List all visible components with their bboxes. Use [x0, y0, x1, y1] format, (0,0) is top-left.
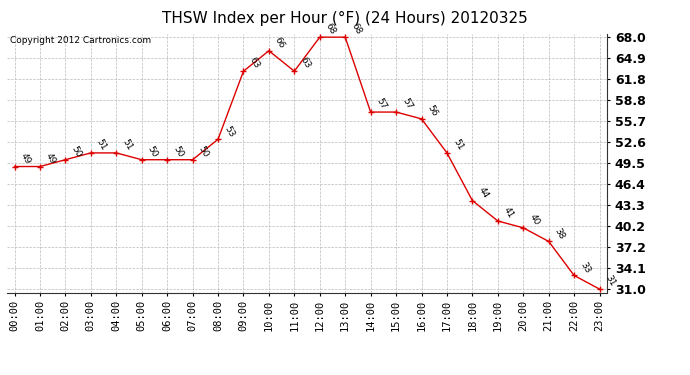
Text: 49: 49: [44, 152, 58, 166]
Text: 68: 68: [349, 22, 363, 36]
Text: 63: 63: [248, 56, 262, 70]
Text: 31: 31: [604, 274, 618, 288]
Text: 57: 57: [375, 97, 388, 111]
Text: 38: 38: [553, 226, 566, 241]
Text: 33: 33: [578, 260, 592, 275]
Text: 51: 51: [121, 138, 134, 152]
Text: 50: 50: [146, 144, 159, 159]
Text: 57: 57: [400, 97, 414, 111]
Text: 68: 68: [324, 22, 337, 36]
Text: 51: 51: [95, 138, 108, 152]
Text: 40: 40: [527, 213, 541, 227]
Text: Copyright 2012 Cartronics.com: Copyright 2012 Cartronics.com: [10, 36, 151, 45]
Text: 44: 44: [477, 186, 490, 200]
Text: 49: 49: [19, 152, 32, 166]
Text: 63: 63: [299, 56, 312, 70]
Text: 50: 50: [197, 144, 210, 159]
Text: 51: 51: [451, 138, 464, 152]
Text: 50: 50: [70, 144, 83, 159]
Text: 50: 50: [171, 144, 185, 159]
Text: 66: 66: [273, 36, 286, 50]
Text: 53: 53: [222, 124, 236, 138]
Text: THSW Index per Hour (°F) (24 Hours) 20120325: THSW Index per Hour (°F) (24 Hours) 2012…: [162, 11, 528, 26]
Text: 56: 56: [426, 104, 440, 118]
Text: 41: 41: [502, 206, 515, 220]
